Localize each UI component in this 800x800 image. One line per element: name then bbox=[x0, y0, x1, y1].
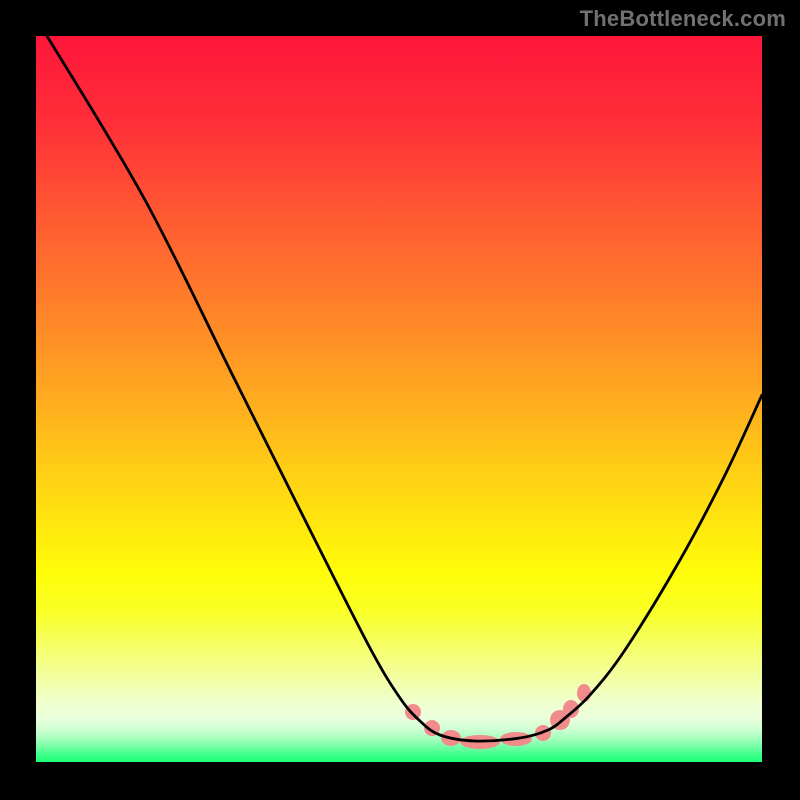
chart-stage: TheBottleneck.com bbox=[0, 0, 800, 800]
gradient-background bbox=[36, 36, 762, 762]
bottleneck-curve-chart bbox=[0, 0, 800, 800]
scatter-marker bbox=[577, 684, 591, 702]
